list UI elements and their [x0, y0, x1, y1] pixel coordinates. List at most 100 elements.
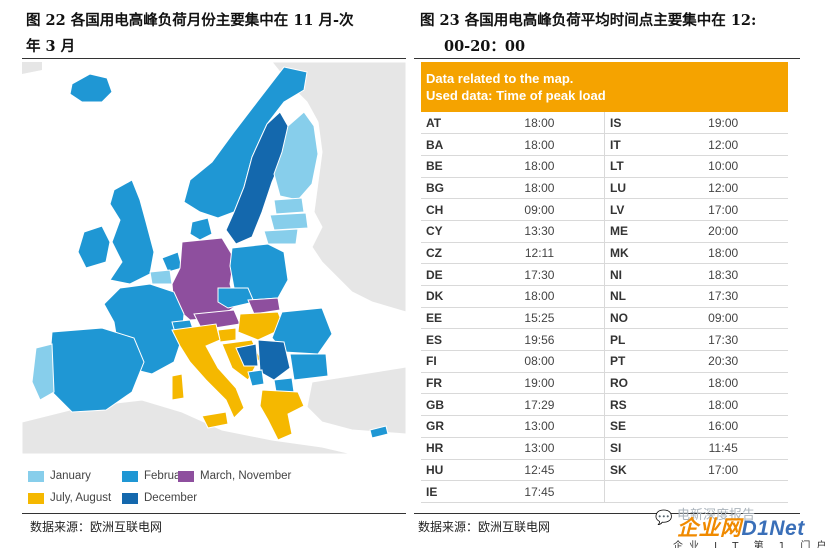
table-row: DE 17:30 NI 18:30: [421, 263, 788, 286]
source-note-left: 数据来源：欧洲互联电网: [30, 520, 163, 534]
peak-time-cell: 09:00: [474, 198, 605, 221]
country-code-cell: LU: [603, 177, 659, 200]
country-code-cell: RS: [603, 393, 659, 417]
legend-label: March, November: [200, 470, 292, 482]
peak-time-cell: 19:00: [474, 372, 605, 395]
peak-time-cell: 19:56: [474, 328, 605, 352]
country-code-cell: HU: [421, 459, 475, 482]
europe-map-svg: [22, 62, 406, 454]
legend-swatch: [178, 470, 194, 482]
country-it-sardinia: [171, 373, 185, 401]
figure-23-title-line1: 图 23 各国用电高峰负荷平均时间点主要集中在 12:: [420, 12, 757, 29]
table-row: HR 13:00 SI 11:45: [421, 437, 788, 460]
watermark-logo-part2: D1Net: [741, 517, 805, 540]
table-row: BA 18:00 IT 12:00: [421, 133, 788, 156]
country-sk: [247, 297, 281, 315]
country-code-cell: ES: [421, 328, 475, 352]
country-code-cell: EE: [421, 307, 475, 330]
peak-time-cell: 15:25: [474, 307, 605, 330]
peak-time-cell: [658, 480, 788, 503]
country-code-cell: CZ: [421, 242, 475, 265]
country-be: [149, 269, 173, 285]
peak-time-cell: 16:00: [658, 415, 788, 438]
top-rule-right: [414, 58, 800, 59]
bottom-rule-left: [22, 513, 406, 514]
table-row: CY 13:30 ME 20:00: [421, 220, 788, 243]
country-it-sicily: [201, 411, 229, 429]
legend-item-december: December: [122, 490, 197, 506]
peak-time-cell: 12:00: [658, 177, 788, 200]
peak-time-cell: 18:00: [658, 372, 788, 395]
country-gr: [259, 389, 305, 441]
country-code-cell: GR: [421, 415, 475, 438]
table-row: CZ 12:11 MK 18:00: [421, 242, 788, 265]
country-pt: [31, 343, 55, 401]
peak-time-table-body: AT 18:00 IS 19:00 BA 18:00 IT 12:00 BE 18:00 LT 10:…: [421, 112, 788, 503]
country-code-cell: BG: [421, 177, 475, 200]
country-bg: [289, 353, 329, 381]
legend-label: January: [50, 470, 91, 482]
country-code-cell: AT: [421, 112, 475, 135]
country-code-cell: IE: [421, 480, 475, 503]
table-header-banner: Data related to the map. Used data: Time…: [421, 62, 788, 112]
watermark-logo-part1: 企业网: [677, 517, 742, 540]
peak-time-cell: 17:00: [658, 459, 788, 482]
country-ie: [77, 225, 111, 269]
country-code-cell: LV: [603, 198, 659, 221]
country-code-cell: NL: [603, 285, 659, 308]
country-code-cell: SI: [603, 437, 659, 460]
table-row: FR 19:00 RO 18:00: [421, 372, 788, 395]
peak-time-cell: 13:00: [474, 415, 605, 438]
country-rs: [257, 339, 291, 381]
legend-swatch: [28, 470, 44, 482]
watermark-subtitle: 企业 I T 第 1 门户: [673, 541, 828, 548]
peak-time-cell: 12:11: [474, 242, 605, 265]
country-no: [183, 66, 308, 219]
table-row: AT 18:00 IS 19:00: [421, 112, 788, 135]
peak-time-table: AT 18:00 IS 19:00 BA 18:00 IT 12:00 BE 18:00 LT 10:…: [421, 112, 788, 503]
country-it: [171, 323, 245, 419]
peak-time-cell: 20:00: [658, 220, 788, 243]
country-code-cell: IS: [603, 112, 659, 135]
peak-time-cell: 18:00: [474, 133, 605, 156]
country-code-cell: PT: [603, 350, 659, 373]
country-code-cell: PL: [603, 328, 659, 352]
land-iceland-area: [22, 62, 42, 74]
peak-time-cell: 18:30: [658, 263, 788, 286]
country-code-cell: SE: [603, 415, 659, 438]
peak-time-cell: 12:45: [474, 459, 605, 482]
country-ba: [235, 343, 259, 367]
legend-label: July, August: [50, 492, 112, 504]
peak-time-cell: 18:00: [658, 393, 788, 417]
country-code-cell: FR: [421, 372, 475, 395]
peak-time-cell: 12:00: [658, 133, 788, 156]
peak-time-cell: 17:30: [658, 285, 788, 308]
table-row: GR 13:00 SE 16:00: [421, 415, 788, 438]
legend-swatch: [28, 492, 44, 504]
peak-time-cell: 18:00: [474, 155, 605, 178]
table-header-line2: Used data: Time of peak load: [426, 88, 606, 103]
country-lt: [263, 228, 299, 245]
table-row: BG 18:00 LU 12:00: [421, 177, 788, 200]
peak-time-cell: 17:30: [474, 263, 605, 286]
country-code-cell: [603, 480, 659, 503]
peak-time-cell: 18:00: [474, 177, 605, 200]
table-row: IE 17:45: [421, 480, 788, 503]
table-header-line1: Data related to the map.: [426, 71, 574, 86]
land-russia-east: [271, 62, 406, 313]
peak-time-cell: 17:29: [474, 393, 605, 417]
source-note-right: 数据来源：欧洲互联电网: [418, 520, 551, 534]
country-hu: [237, 311, 285, 341]
country-code-cell: DK: [421, 285, 475, 308]
figure-23-title: 图 23 各国用电高峰负荷平均时间点主要集中在 12: 00-20：00: [420, 8, 820, 60]
country-code-cell: FI: [421, 350, 475, 373]
country-code-cell: SK: [603, 459, 659, 482]
peak-time-cell: 17:00: [658, 198, 788, 221]
top-rule-left: [22, 58, 406, 59]
europe-peak-month-map: [22, 62, 406, 454]
peak-time-cell: 13:30: [474, 220, 605, 243]
watermark-logo: 企业网D1Net: [677, 512, 805, 542]
country-ee: [273, 197, 305, 215]
table-row: CH 09:00 LV 17:00: [421, 198, 788, 221]
country-code-cell: ME: [603, 220, 659, 243]
